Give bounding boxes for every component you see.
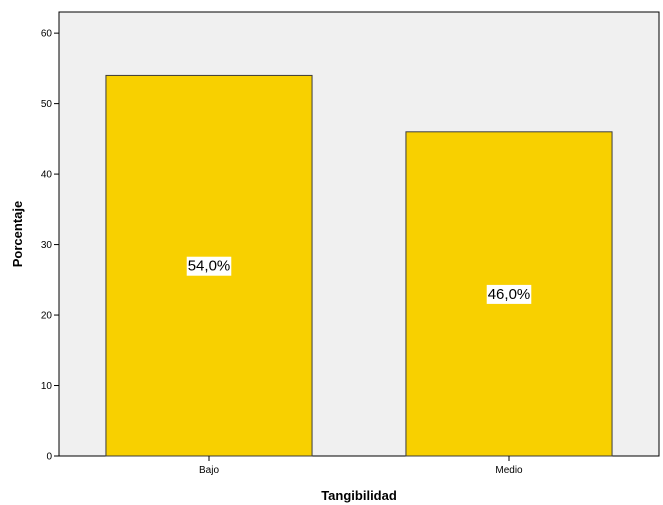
bars-group: 54,0% 46,0% — [105, 74, 613, 457]
y-tick-label: 60 — [41, 29, 53, 40]
x-tick-label: Bajo — [199, 465, 219, 476]
y-tick-label: 10 — [41, 381, 53, 392]
y-tick-label: 40 — [41, 170, 53, 181]
y-tick-label: 0 — [46, 452, 52, 463]
x-tick-label: Medio — [495, 465, 523, 476]
data-label: 46,0% — [488, 286, 531, 303]
y-tick-label: 20 — [41, 311, 53, 322]
x-axis-title: Tangibilidad — [321, 488, 397, 503]
y-tick-label: 30 — [41, 240, 53, 251]
y-axis-title: Porcentaje — [10, 201, 25, 267]
data-label-background — [186, 256, 232, 276]
y-axis: 0 10 20 30 40 50 60 — [41, 29, 59, 463]
y-tick-label: 50 — [41, 99, 53, 110]
x-axis: Bajo Medio — [199, 456, 523, 476]
data-label: 54,0% — [188, 258, 231, 275]
data-label-background — [486, 284, 532, 304]
